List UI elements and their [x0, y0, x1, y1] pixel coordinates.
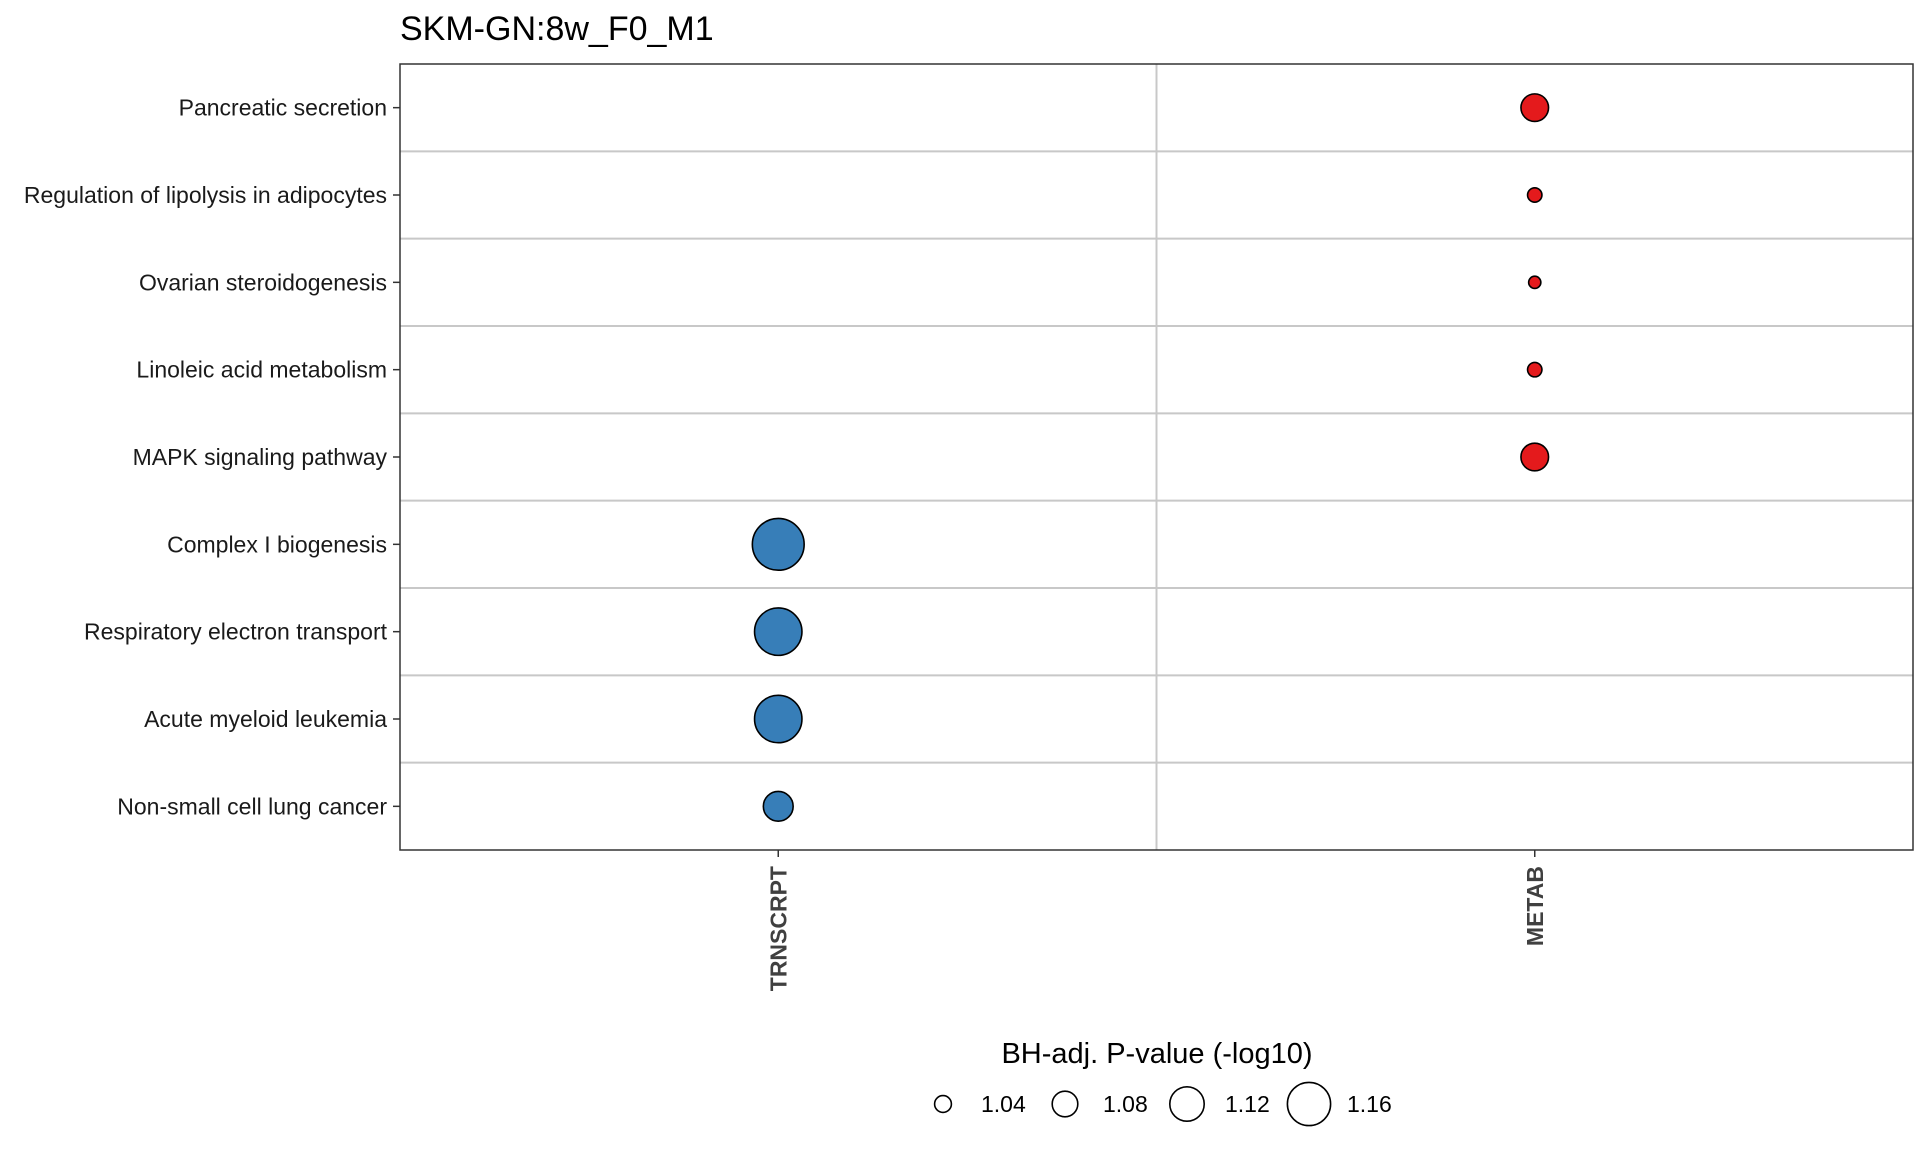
data-point [1520, 93, 1550, 123]
y-tick-label: Acute myeloid leukemia [144, 706, 387, 732]
y-tick-label: Pancreatic secretion [179, 95, 387, 121]
chart-title: SKM-GN:8w_F0_M1 [400, 10, 714, 48]
x-tick-label: METAB [1522, 866, 1548, 946]
y-tick-label: Regulation of lipolysis in adipocytes [24, 182, 387, 208]
legend-key [1286, 1081, 1332, 1127]
x-axis: TRNSCRPT METAB [765, 850, 1548, 991]
legend-label: 1.12 [1225, 1091, 1270, 1117]
legend-key [1169, 1086, 1206, 1123]
y-tick-label: Linoleic acid metabolism [136, 357, 387, 383]
data-point [753, 694, 803, 744]
data-point [1520, 442, 1550, 472]
legend-key [1051, 1090, 1079, 1118]
y-tick-label: Ovarian steroidogenesis [139, 269, 387, 295]
y-tick-label: Complex I biogenesis [167, 531, 387, 557]
data-point [1526, 361, 1543, 378]
data-point [1527, 275, 1542, 290]
legend-label: 1.04 [981, 1091, 1026, 1117]
y-tick-label: Non-small cell lung cancer [117, 793, 387, 819]
legend-label: 1.16 [1347, 1091, 1392, 1117]
data-points [751, 93, 1550, 823]
y-tick-label: MAPK signaling pathway [133, 444, 388, 470]
data-point [751, 517, 805, 572]
size-legend: BH-adj. P-value (-log10) 1.04 1.08 1.12 1.1… [933, 1038, 1392, 1127]
y-tick-label: Respiratory electron transport [84, 619, 388, 645]
legend-key [933, 1094, 953, 1114]
grid [400, 64, 1913, 850]
x-tick-label: TRNSCRPT [765, 866, 791, 991]
data-point [762, 790, 794, 823]
legend-title: BH-adj. P-value (-log10) [1001, 1038, 1312, 1070]
legend-label: 1.08 [1103, 1091, 1148, 1117]
data-point [753, 607, 803, 657]
y-axis: Pancreatic secretion Regulation of lipoly… [24, 95, 400, 819]
data-point [1526, 187, 1543, 204]
